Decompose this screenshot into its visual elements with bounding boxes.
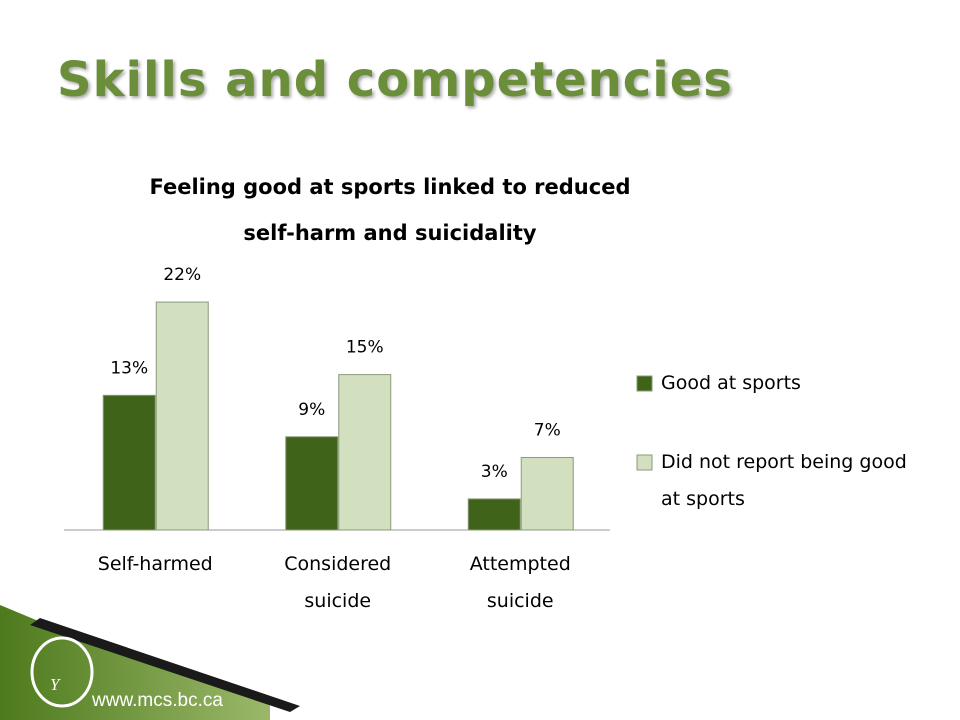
legend-swatch <box>636 375 653 392</box>
bar <box>467 498 521 531</box>
slide-title: Skills and competencies <box>57 52 733 108</box>
value-label: 15% <box>346 338 384 358</box>
legend-label: Good at sports <box>661 372 801 394</box>
legend-label: Did not report being good at sports <box>661 451 907 510</box>
swoosh-line <box>30 618 300 712</box>
url: www.mcs.bc.ca <box>92 690 223 711</box>
value-label: 13% <box>110 358 148 378</box>
bar <box>520 456 574 531</box>
value-label: 7% <box>534 420 561 440</box>
bar <box>102 394 156 531</box>
logo-mark: Y <box>50 675 61 694</box>
bar <box>338 374 392 531</box>
legend-swatch <box>636 454 653 471</box>
bar <box>155 301 209 531</box>
bar <box>285 436 339 531</box>
x-tick-label: Attempted suicide <box>469 553 571 612</box>
chart-title: Feeling good at sports linked to reduced… <box>149 175 631 245</box>
logo <box>30 636 94 708</box>
x-tick-label: Self-harmed <box>97 553 213 575</box>
value-label: 22% <box>163 265 201 285</box>
x-tick-label: Considered suicide <box>284 553 392 612</box>
value-label: 9% <box>298 400 325 420</box>
value-label: 3% <box>481 462 508 482</box>
